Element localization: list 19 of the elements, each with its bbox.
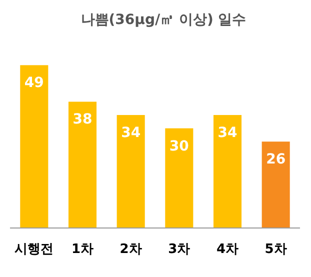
x-tick-label: 2차 xyxy=(120,242,142,257)
bar xyxy=(165,128,194,228)
bar xyxy=(68,102,97,228)
x-tick-label: 4차 xyxy=(216,242,239,257)
bar xyxy=(20,65,48,228)
x-tick-label: 5차 xyxy=(264,242,287,257)
x-tick-label: 1차 xyxy=(71,242,94,257)
bar xyxy=(262,142,290,228)
chart-title: 나쁨(36μg/㎥ 이상) 일수 xyxy=(80,12,246,28)
x-tick-label: 3차 xyxy=(168,242,190,257)
data-label: 34 xyxy=(218,125,238,142)
x-tick-label: 시행전 xyxy=(14,242,54,257)
data-label: 49 xyxy=(24,75,44,92)
data-label: 26 xyxy=(266,152,286,168)
bar xyxy=(116,115,145,228)
data-label: 30 xyxy=(169,138,190,154)
data-label: 34 xyxy=(121,125,141,142)
data-label: 38 xyxy=(72,112,92,128)
bar xyxy=(213,115,242,228)
